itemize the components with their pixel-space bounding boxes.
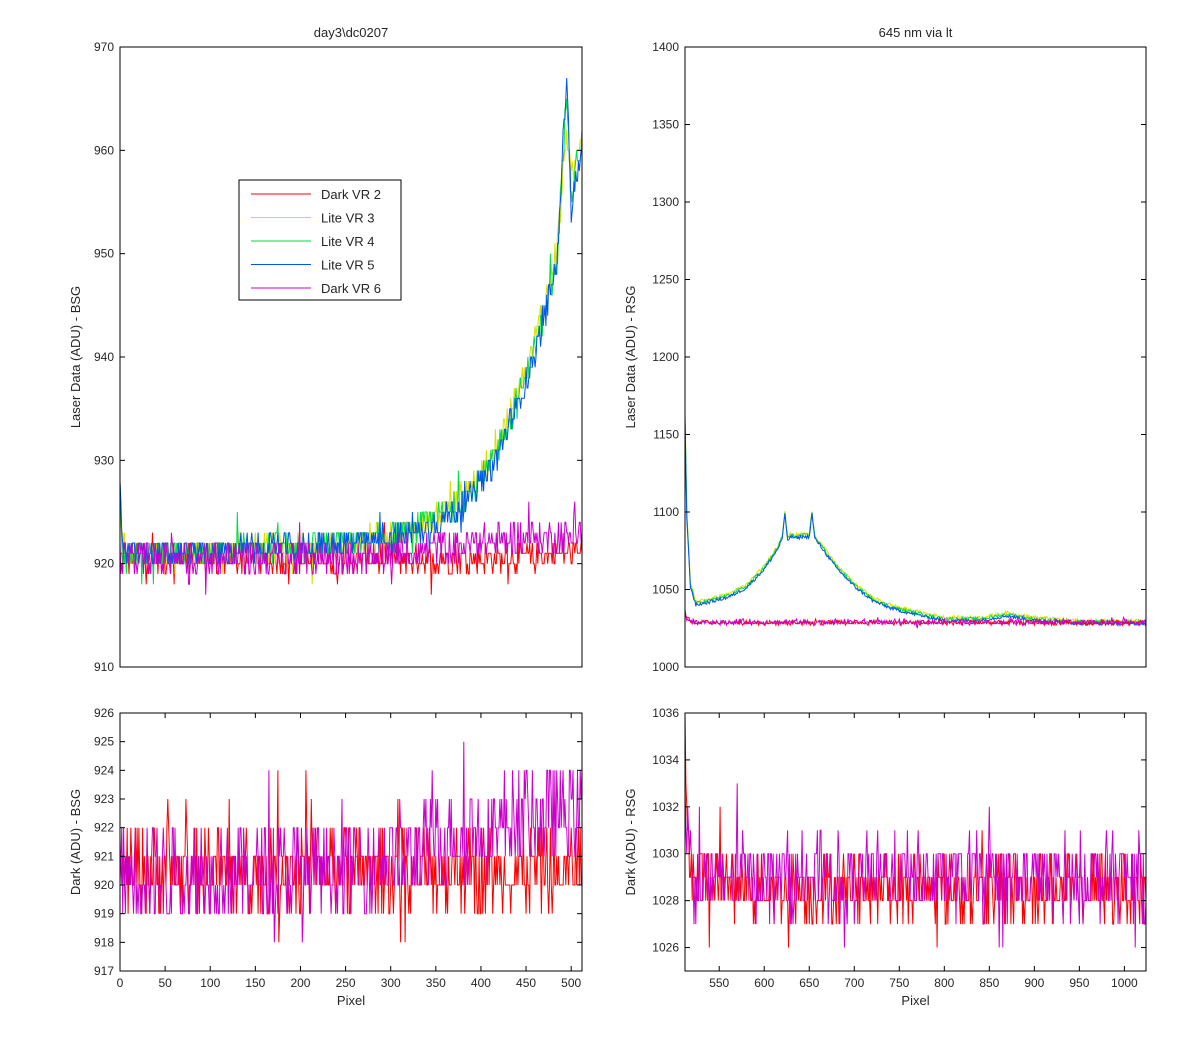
series-line-1	[685, 713, 1146, 948]
series-group	[685, 713, 1146, 948]
x-tick-label: 600	[754, 976, 774, 990]
chart-panel-4: 1026 1028 1030 1032 1034 1036 550 600 650 700 750 8…	[623, 706, 1147, 1008]
y-axis-label: Laser Data (ADU) - RSG	[623, 285, 638, 428]
y-tick-label: 1250	[652, 273, 679, 287]
y-tick-label: 1032	[652, 800, 679, 814]
series-line-1	[685, 411, 1146, 624]
y-tick-label: 1036	[652, 706, 679, 720]
series-line-2	[685, 783, 1146, 948]
legend-entry: Lite VR 3	[321, 211, 374, 226]
y-axis-label: Dark (ADU) - BSG	[68, 789, 83, 895]
x-tick-label: 150	[245, 976, 265, 990]
x-tick-label: 250	[336, 976, 356, 990]
series-line-3	[120, 98, 582, 585]
x-tick-label: 450	[516, 976, 536, 990]
axes-frame	[684, 712, 1147, 972]
chart-panel-3: 917 918 919 920 921 922 923 924 925 926 0 50 100 150 2…	[68, 706, 583, 1008]
chart-title: day3\dc0207	[314, 25, 388, 40]
x-tick-label: 0	[117, 976, 124, 990]
series-line-2	[120, 129, 582, 585]
y-tick-label: 917	[94, 964, 114, 978]
y-tick-label: 1200	[652, 350, 679, 364]
y-tick-label: 1026	[652, 941, 679, 955]
y-tick-label: 1034	[652, 753, 679, 767]
series-line-2	[685, 415, 1146, 626]
x-tick-label: 750	[889, 976, 909, 990]
x-axis-label: Pixel	[901, 993, 929, 1008]
y-tick-label: 1150	[653, 428, 679, 442]
x-tick-label: 950	[1069, 976, 1089, 990]
y-tick-label: 970	[94, 40, 114, 54]
y-tick-label: 921	[94, 849, 114, 863]
x-tick-label: 850	[979, 976, 999, 990]
y-tick-label: 940	[94, 350, 114, 364]
x-tick-label: 500	[561, 976, 581, 990]
y-tick-label: 1000	[652, 660, 679, 674]
x-tick-label: 100	[200, 976, 220, 990]
legend-entry: Dark VR 6	[321, 281, 381, 296]
y-tick-label: 1300	[652, 195, 679, 209]
x-tick-label: 700	[844, 976, 864, 990]
series-line-4	[120, 77, 582, 565]
y-tick-label: 1400	[652, 40, 679, 54]
chart-panel-2: 1000 1050 1100 1150 1200 1250 1300 1350 1400 645 …	[623, 25, 1147, 674]
x-tick-label: 350	[426, 976, 446, 990]
y-tick-label: 920	[94, 557, 114, 571]
legend-entry: Lite VR 4	[321, 234, 374, 249]
y-tick-label: 925	[94, 735, 114, 749]
x-tick-label: 50	[158, 976, 172, 990]
y-tick-label: 950	[94, 247, 114, 261]
x-axis-label: Pixel	[337, 993, 365, 1008]
axes-frame	[684, 46, 1147, 668]
y-tick-label: 924	[94, 763, 114, 777]
y-tick-label: 919	[94, 907, 114, 921]
legend-entry: Lite VR 5	[321, 258, 374, 273]
y-tick-label: 918	[94, 935, 114, 949]
x-tick-label: 200	[290, 976, 310, 990]
series-group	[685, 411, 1146, 629]
y-tick-label: 930	[94, 453, 114, 467]
x-tick-label: 800	[934, 976, 954, 990]
legend-entry: Dark VR 2	[321, 187, 381, 202]
y-tick-label: 1050	[652, 583, 679, 597]
x-tick-label: 300	[381, 976, 401, 990]
series-line-5	[685, 614, 1146, 629]
series-line-3	[685, 420, 1146, 627]
series-group	[120, 77, 582, 595]
y-tick-label: 926	[94, 706, 114, 720]
series-line-2	[120, 741, 582, 943]
y-axis-label: Dark (ADU) - RSG	[623, 789, 638, 896]
legend-box	[238, 179, 402, 301]
y-tick-label: 1350	[652, 118, 679, 132]
y-tick-label: 910	[94, 660, 114, 674]
y-tick-label: 960	[94, 143, 114, 157]
x-tick-label: 550	[709, 976, 729, 990]
y-tick-label: 1028	[652, 894, 679, 908]
x-tick-label: 650	[799, 976, 819, 990]
series-line-1	[120, 770, 582, 943]
legend: Dark VR 2 Lite VR 3 Lite VR 4 Lite VR 5 Dark…	[238, 179, 402, 301]
y-tick-label: 923	[94, 792, 114, 806]
x-tick-label: 1000	[1111, 976, 1138, 990]
chart-panel-1: 910 920 930 940 950 960 970 day3\dc0207 Laser Da…	[68, 25, 583, 674]
chart-title: 645 nm via lt	[879, 25, 953, 40]
series-line-5	[120, 501, 582, 595]
axes-frame	[119, 712, 583, 972]
y-tick-label: 1030	[652, 847, 679, 861]
y-tick-label: 922	[94, 821, 114, 835]
y-tick-label: 920	[94, 878, 114, 892]
x-tick-label: 400	[471, 976, 491, 990]
y-tick-label: 1100	[653, 505, 679, 519]
series-group	[120, 741, 582, 943]
x-tick-label: 900	[1024, 976, 1044, 990]
y-axis-label: Laser Data (ADU) - BSG	[68, 286, 83, 428]
